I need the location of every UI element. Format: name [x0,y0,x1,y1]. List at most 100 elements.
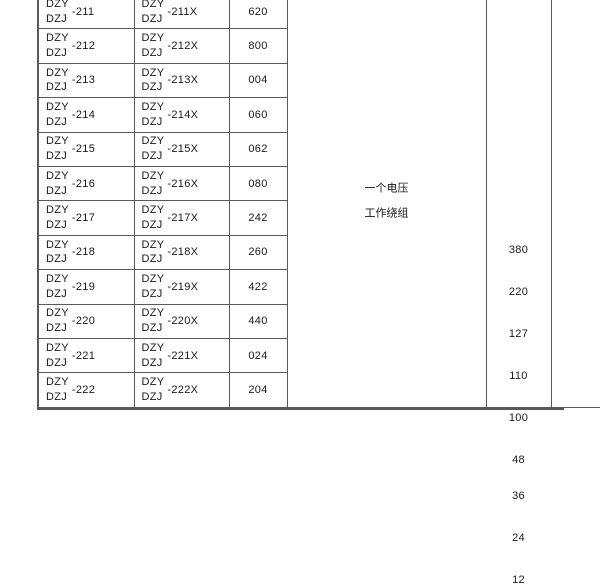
number-value: 204 [248,383,268,396]
code-suffix: -216X [167,177,199,190]
code-top: DZY [141,341,165,354]
code-stack: DZY DZJ [142,0,165,27]
code-stack: DZY DZJ [142,272,165,302]
code-bottom: DZJ [141,356,163,369]
voltage-item: 48 [512,453,525,466]
model-suffix: -217 [71,212,96,225]
table-row[interactable]: DZY DZJ -215 DZY DZJ -215X [39,131,600,167]
page-root: DZY DZJ -211 DZY DZJ -211X [37,0,600,586]
model-bottom: DZJ [46,219,68,232]
code-cell: DZY DZJ -221X [133,337,230,374]
number-value: 422 [248,280,268,293]
model-cell: DZY DZJ -221 [39,337,135,374]
number-value: 260 [248,246,268,259]
model-top: DZY [46,204,69,217]
number-value: 024 [248,349,268,362]
code-bottom: DZJ [141,184,163,197]
voltage-cell: 380 220 127 110 100 48 36 24 12 [485,0,552,586]
model-top: DZY [46,135,69,148]
model-bottom: DZJ [46,253,68,266]
model-stack: DZY DZJ [46,341,69,371]
model-top: DZY [46,32,69,45]
code-bottom: DZJ [141,12,163,25]
number-value: 004 [248,74,268,87]
model-stack: DZY DZJ [46,134,69,164]
code-bottom: DZJ [141,219,163,232]
code-stack: DZY DZJ [142,169,165,199]
table-row[interactable]: DZY DZJ -212 DZY DZJ -212X [39,28,600,64]
code-stack: DZY DZJ [142,66,165,96]
table-row[interactable]: DZY DZJ -221 DZY DZJ -221X [39,337,600,374]
voltage-item: 127 [508,327,529,340]
model-stack: DZY DZJ [46,203,69,233]
model-bottom: DZJ [46,150,68,163]
number-value: 062 [248,143,268,156]
model-stack: DZY DZJ [46,375,69,405]
model-stack: DZY DZJ [46,100,69,130]
voltage-item: 100 [508,411,529,424]
code-suffix: -219X [167,280,199,293]
code-top: DZY [141,135,165,148]
code-stack: DZY DZJ [142,341,165,371]
code-stack: DZY DZJ [142,375,165,405]
code-suffix: -212X [167,40,199,53]
model-stack: DZY DZJ [46,306,69,336]
table-row[interactable]: DZY DZJ -220 DZY DZJ -220X [39,303,600,339]
model-cell: DZY DZJ -218 [39,234,135,271]
model-cell: DZY DZJ -213 [39,62,135,99]
code-cell: DZY DZJ -217X [133,200,230,236]
number-value: 080 [248,177,268,190]
model-top: DZY [46,0,69,10]
number-value: 242 [248,212,268,225]
number-cell: 242 [228,200,288,236]
table-body: DZY DZJ -211 DZY DZJ -211X [39,0,600,586]
table-row[interactable]: DZY DZJ -219 DZY DZJ -219X [39,269,600,305]
model-stack: DZY DZJ [46,238,69,268]
code-top: DZY [141,169,165,182]
model-top: DZY [46,376,69,389]
model-stack: DZY DZJ [46,66,69,96]
code-top: DZY [141,101,165,114]
number-value: 800 [248,40,268,53]
table-row[interactable]: DZY DZJ -218 DZY DZJ -218X [39,234,600,271]
code-top: DZY [141,0,165,10]
model-bottom: DZJ [46,47,68,60]
table-row[interactable]: DZY DZJ -214 DZY DZJ -214X [39,97,600,133]
code-cell: DZY DZJ -215X [133,131,230,167]
number-cell: 080 [228,165,288,202]
blank-cell [550,0,600,408]
code-suffix: -222X [167,383,199,396]
model-cell: DZY DZJ -214 [39,97,135,133]
code-suffix: -221X [167,349,199,362]
winding-line-1: 一个电压 [364,181,409,195]
table-row[interactable]: DZY DZJ -213 DZY DZJ -213X [39,62,600,99]
model-stack: DZY DZJ [46,31,69,61]
code-bottom: DZJ [141,47,163,60]
voltage-item: 110 [509,369,528,382]
model-top: DZY [46,169,69,182]
code-top: DZY [141,204,165,217]
number-cell: 422 [228,269,288,305]
model-top: DZY [46,307,69,320]
code-bottom: DZJ [141,287,163,300]
model-suffix: -221 [71,349,96,362]
model-cell: DZY DZJ -222 [39,372,135,408]
model-bottom: DZJ [46,81,68,94]
model-suffix: -211 [71,5,95,18]
model-suffix: -215 [71,143,96,156]
number-cell: 260 [228,234,288,271]
table-row[interactable]: DZY DZJ -216 DZY DZJ -216X [39,165,600,202]
model-top: DZY [46,238,69,251]
code-stack: DZY DZJ [142,203,165,233]
number-value: 440 [248,315,268,328]
code-top: DZY [141,307,165,320]
table-row[interactable]: DZY DZJ -211 DZY DZJ -211X [39,0,600,586]
model-top: DZY [46,272,69,285]
number-cell: 024 [228,337,288,374]
model-bottom: DZJ [46,322,68,335]
model-stack: DZY DZJ [46,272,69,302]
number-value: 060 [248,108,268,121]
code-suffix: -220X [167,315,199,328]
code-cell: DZY DZJ -216X [133,165,230,202]
model-bottom: DZJ [46,287,68,300]
